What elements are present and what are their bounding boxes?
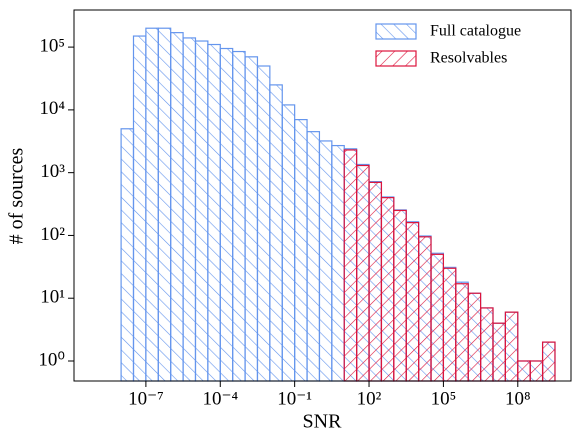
histogram-bar — [170, 32, 184, 382]
histogram-bar — [356, 164, 370, 382]
histogram-bar — [194, 40, 209, 382]
histogram-bar — [232, 50, 246, 382]
histogram-bar — [132, 35, 147, 382]
y-tick-label: 10³ — [40, 161, 65, 182]
x-axis-label: SNR — [303, 411, 343, 433]
histogram-bar — [256, 65, 271, 382]
histogram-bar — [541, 341, 556, 382]
plot-frame — [73, 9, 572, 382]
histogram-bar — [393, 209, 407, 382]
histogram-bar — [182, 37, 197, 382]
histogram-bar — [418, 236, 432, 382]
y-tick-label: 10⁵ — [39, 35, 65, 56]
x-tick-label: 10⁻⁴ — [202, 388, 238, 409]
histogram-bar — [294, 119, 308, 382]
histogram-bar — [343, 149, 358, 382]
histogram-bar — [219, 47, 234, 382]
histogram-bar — [380, 197, 395, 382]
histogram-bar — [455, 283, 469, 382]
y-tick-label: 10¹ — [40, 287, 65, 308]
histogram-bar — [207, 43, 221, 382]
histogram-bar — [318, 140, 333, 382]
histogram-bar — [479, 307, 494, 382]
histogram-bar — [517, 360, 531, 382]
y-tick-label: 10⁰ — [38, 349, 65, 370]
histogram-bar — [442, 267, 457, 382]
histogram-bar — [467, 292, 482, 382]
histogram-bar — [306, 131, 321, 382]
legend-swatch — [375, 23, 417, 40]
legend-label: Full catalogue — [430, 23, 521, 40]
x-tick-label: 10⁸ — [505, 388, 531, 409]
histogram-bar — [269, 84, 283, 382]
histogram-bar — [120, 128, 135, 382]
histogram-bar — [430, 253, 445, 382]
histogram-bar — [281, 104, 296, 382]
histogram-bar — [368, 181, 383, 382]
histogram-bar — [244, 56, 259, 382]
histogram-bar — [405, 222, 420, 382]
y-axis-label: # of sources — [6, 147, 28, 244]
legend-label: Resolvables — [430, 50, 507, 67]
histogram-bar — [157, 27, 172, 382]
y-tick-label: 10⁴ — [39, 98, 65, 119]
histogram-bar — [331, 144, 345, 382]
histogram-bar — [504, 311, 519, 382]
x-tick-label: 10² — [357, 388, 382, 409]
histogram-bar — [529, 360, 544, 382]
histogram-bar — [145, 27, 159, 382]
histogram-bar — [492, 322, 506, 382]
y-tick-label: 10² — [40, 224, 65, 245]
x-tick-label: 10⁵ — [431, 388, 457, 409]
x-tick-label: 10⁻⁷ — [128, 388, 164, 409]
legend-swatch — [375, 50, 417, 67]
x-tick-label: 10⁻¹ — [277, 388, 312, 409]
